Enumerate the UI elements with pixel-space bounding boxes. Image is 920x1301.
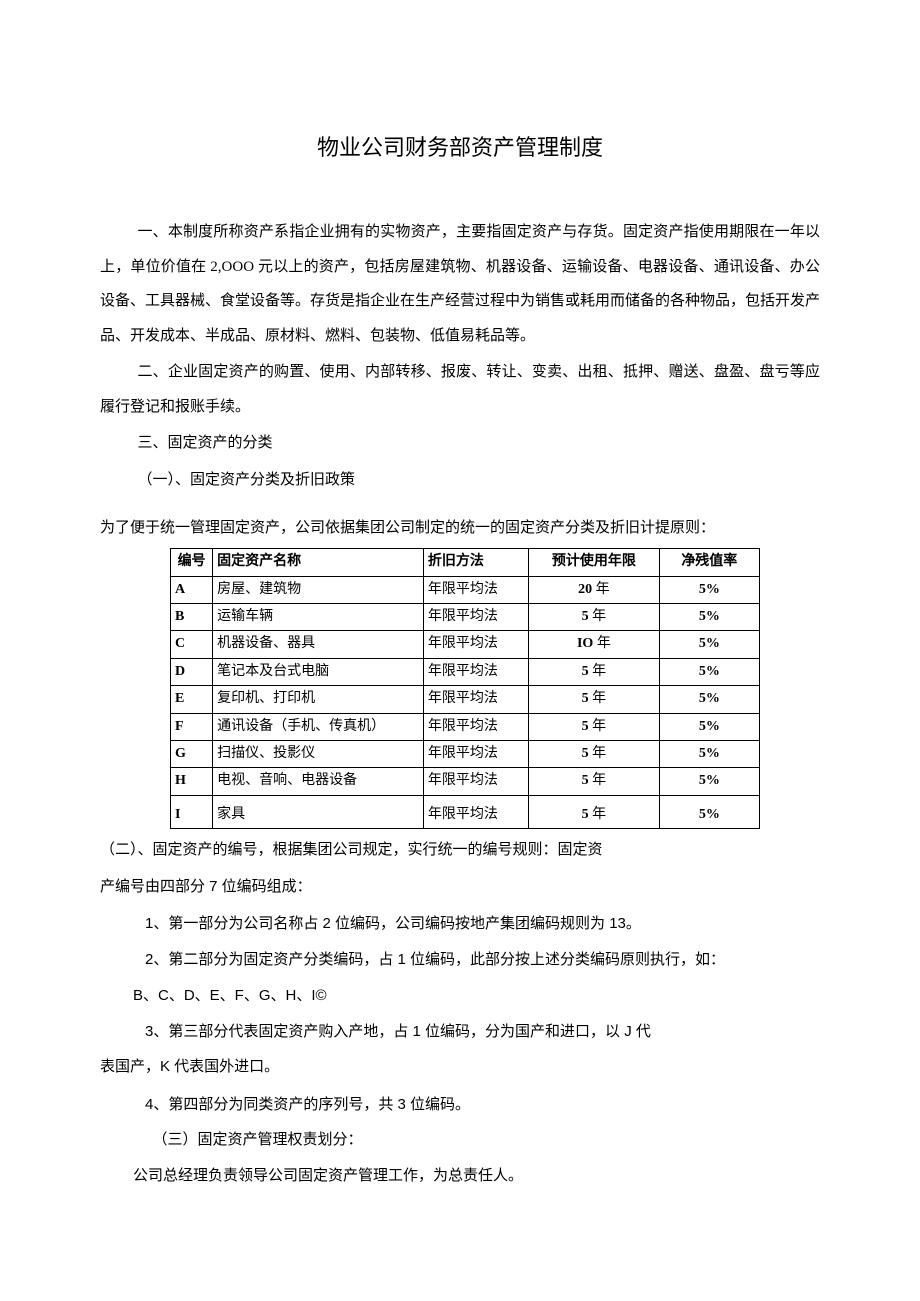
cell-method: 年限平均法 [423, 658, 528, 685]
paragraph-4: （一）、固定资产分类及折旧政策 [100, 463, 820, 498]
cell-name: 笔记本及台式电脑 [213, 658, 424, 685]
cell-years: IO 年 [529, 631, 659, 658]
header-rate: 净残值率 [659, 549, 759, 576]
paragraph-1: 一、本制度所称资产系指企业拥有的实物资产，主要指固定资产与存货。固定资产指使用期… [100, 215, 820, 353]
cell-rate: 5% [659, 631, 759, 658]
cell-method: 年限平均法 [423, 713, 528, 740]
paragraph-5a: （二）、固定资产的编号，根据集团公司规定，实行统一的编号规则：固定资 [100, 833, 820, 868]
cell-years: 5 年 [529, 603, 659, 630]
cell-name: 复印机、打印机 [213, 686, 424, 713]
cell-method: 年限平均法 [423, 740, 528, 767]
table-row: H电视、音响、电器设备年限平均法5 年5% [171, 768, 760, 795]
cell-rate: 5% [659, 795, 759, 828]
cell-rate: 5% [659, 768, 759, 795]
header-name: 固定资产名称 [213, 549, 424, 576]
cell-id: G [171, 740, 213, 767]
table-row: B运输车辆年限平均法5 年5% [171, 603, 760, 630]
cell-name: 房屋、建筑物 [213, 576, 424, 603]
cell-id: E [171, 686, 213, 713]
header-method: 折旧方法 [423, 549, 528, 576]
paragraph-3: 三、固定资产的分类 [100, 426, 820, 461]
table-row: F通讯设备（手机、传真机）年限平均法5 年5% [171, 713, 760, 740]
cell-rate: 5% [659, 658, 759, 685]
paragraph-8: B、C、D、E、F、G、H、I© [100, 978, 820, 1014]
cell-name: 机器设备、器具 [213, 631, 424, 658]
cell-id: D [171, 658, 213, 685]
cell-method: 年限平均法 [423, 795, 528, 828]
cell-years: 5 年 [529, 713, 659, 740]
cell-name: 运输车辆 [213, 603, 424, 630]
cell-method: 年限平均法 [423, 603, 528, 630]
paragraph-2: 二、企业固定资产的购置、使用、内部转移、报废、转让、变卖、出租、抵押、赠送、盘盈… [100, 355, 820, 424]
paragraph-7: 2、第二部分为固定资产分类编码，占 1 位编码，此部分按上述分类编码原则执行，如… [100, 942, 820, 978]
cell-name: 通讯设备（手机、传真机） [213, 713, 424, 740]
cell-id: A [171, 576, 213, 603]
cell-id: I [171, 795, 213, 828]
cell-method: 年限平均法 [423, 768, 528, 795]
table-row: A房屋、建筑物年限平均法20 年5% [171, 576, 760, 603]
cell-id: C [171, 631, 213, 658]
header-id: 编号 [171, 549, 213, 576]
header-years: 预计使用年限 [529, 549, 659, 576]
table-row: D笔记本及台式电脑年限平均法5 年5% [171, 658, 760, 685]
paragraph-10: 表国产，K 代表国外进口。 [100, 1050, 820, 1085]
page-title: 物业公司财务部资产管理制度 [100, 130, 820, 165]
cell-years: 5 年 [529, 740, 659, 767]
cell-name: 电视、音响、电器设备 [213, 768, 424, 795]
cell-rate: 5% [659, 576, 759, 603]
cell-years: 5 年 [529, 795, 659, 828]
cell-rate: 5% [659, 713, 759, 740]
cell-method: 年限平均法 [423, 576, 528, 603]
cell-method: 年限平均法 [423, 631, 528, 658]
table-header-row: 编号 固定资产名称 折旧方法 预计使用年限 净残值率 [171, 549, 760, 576]
paragraph-12: （三）固定资产管理权责划分： [115, 1123, 820, 1158]
cell-years: 5 年 [529, 686, 659, 713]
cell-rate: 5% [659, 686, 759, 713]
table-row: G扫描仪、投影仪年限平均法5 年5% [171, 740, 760, 767]
table-row: E复印机、打印机年限平均法5 年5% [171, 686, 760, 713]
cell-name: 家具 [213, 795, 424, 828]
table-intro: 为了便于统一管理固定资产，公司依据集团公司制定的统一的固定资产分类及折旧计提原则… [100, 515, 820, 542]
cell-rate: 5% [659, 740, 759, 767]
cell-id: F [171, 713, 213, 740]
cell-rate: 5% [659, 603, 759, 630]
paragraph-9: 3、第三部分代表固定资产购入产地，占 1 位编码，分为国产和进口，以 J 代 [100, 1014, 820, 1050]
table-row: I家具年限平均法5 年5% [171, 795, 760, 828]
cell-years: 20 年 [529, 576, 659, 603]
cell-years: 5 年 [529, 768, 659, 795]
cell-name: 扫描仪、投影仪 [213, 740, 424, 767]
paragraph-6: 1、第一部分为公司名称占 2 位编码，公司编码按地产集团编码规则为 13。 [100, 906, 820, 942]
paragraph-11: 4、第四部分为同类资产的序列号，共 3 位编码。 [100, 1087, 820, 1123]
cell-years: 5 年 [529, 658, 659, 685]
paragraph-13: 公司总经理负责领导公司固定资产管理工作，为总责任人。 [100, 1159, 820, 1194]
asset-classification-table: 编号 固定资产名称 折旧方法 预计使用年限 净残值率 A房屋、建筑物年限平均法2… [170, 548, 760, 829]
table-row: C机器设备、器具年限平均法IO 年5% [171, 631, 760, 658]
cell-method: 年限平均法 [423, 686, 528, 713]
cell-id: H [171, 768, 213, 795]
cell-id: B [171, 603, 213, 630]
paragraph-5b: 产编号由四部分 7 位编码组成： [100, 870, 820, 905]
